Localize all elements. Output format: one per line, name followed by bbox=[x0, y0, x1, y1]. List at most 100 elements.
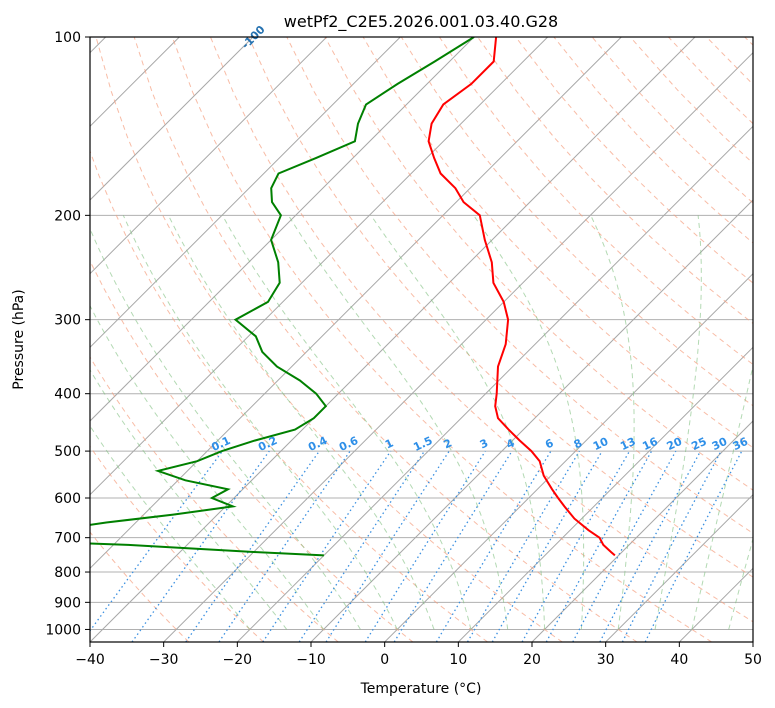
reference-lines bbox=[90, 37, 753, 642]
mixing-ratio-line bbox=[644, 450, 743, 642]
dry-adiabat-line bbox=[286, 37, 753, 534]
dry-adiabat-line bbox=[90, 149, 488, 642]
moist-adiabat-line bbox=[287, 215, 509, 630]
dewpoint-line bbox=[90, 37, 475, 557]
dry-adiabat-line bbox=[90, 356, 339, 642]
dry-adiabat-line bbox=[591, 37, 753, 204]
moist-adiabat-line bbox=[90, 227, 361, 630]
y-tick-label: 500 bbox=[54, 444, 81, 460]
mixing-ratio-label: 16 bbox=[640, 435, 660, 453]
dry-adiabat-line bbox=[553, 37, 753, 244]
mixing-ratio-label: 6 bbox=[543, 436, 556, 451]
moist-adiabat-line bbox=[90, 425, 251, 630]
dry-adiabat-line bbox=[400, 37, 753, 407]
mixing-ratio-line bbox=[298, 450, 425, 642]
dry-adiabat-line bbox=[95, 37, 563, 642]
dry-adiabat-line bbox=[133, 37, 638, 642]
dry-adiabat-line bbox=[477, 37, 753, 325]
dry-adiabat-line bbox=[90, 259, 414, 642]
isotherm-line bbox=[90, 37, 328, 275]
isotherm-line bbox=[605, 493, 753, 642]
isotherm-line bbox=[531, 420, 753, 642]
dry-adiabat-line bbox=[706, 37, 753, 86]
mixing-ratio-line bbox=[599, 450, 702, 642]
dry-adiabat-line bbox=[210, 37, 753, 623]
y-tick-label: 400 bbox=[54, 387, 81, 403]
y-axis-label: Pressure (hPa) bbox=[11, 289, 27, 389]
x-tick-label: −40 bbox=[75, 652, 105, 668]
moist-adiabat-line bbox=[473, 215, 585, 630]
x-tick-label: 10 bbox=[449, 652, 467, 668]
plot-frame bbox=[89, 36, 754, 643]
moist-adiabat-line bbox=[691, 363, 753, 630]
moist-adiabat-line bbox=[728, 537, 753, 630]
dry-adiabat-line bbox=[668, 37, 753, 125]
moist-adiabat-line bbox=[122, 215, 398, 630]
isotherm-line bbox=[90, 37, 696, 642]
isotherm-line bbox=[90, 37, 254, 201]
x-tick-label: −20 bbox=[223, 652, 253, 668]
isotherm-line bbox=[90, 37, 549, 496]
dry-adiabat-line bbox=[171, 37, 712, 642]
x-tick-label: 0 bbox=[380, 652, 389, 668]
isotherm-line bbox=[236, 125, 753, 642]
x-tick-label: −30 bbox=[149, 652, 179, 668]
y-tick-label: 600 bbox=[54, 491, 81, 507]
mixing-ratio-label: 13 bbox=[618, 435, 637, 453]
y-tick-label: 200 bbox=[54, 208, 81, 224]
mixing-ratio-label: 10 bbox=[591, 435, 611, 453]
isotherm-line bbox=[163, 51, 753, 642]
x-tick-label: −10 bbox=[296, 652, 326, 668]
isotherm-line bbox=[457, 346, 753, 642]
mixing-ratio-line bbox=[325, 450, 450, 642]
dry-adiabat-line bbox=[515, 37, 753, 284]
y-tick-label: 1000 bbox=[45, 622, 81, 638]
mixing-ratio-line bbox=[435, 450, 552, 642]
y-tick-label: 900 bbox=[54, 595, 81, 611]
moist-adiabat-line bbox=[167, 215, 435, 630]
dry-adiabat-line bbox=[438, 37, 753, 366]
isotherm-line bbox=[752, 641, 753, 642]
mixing-ratio-line bbox=[545, 450, 653, 642]
mixing-ratio-label: 25 bbox=[689, 435, 708, 453]
moist-adiabat-line bbox=[370, 215, 546, 630]
mixing-ratio-label: 30 bbox=[710, 435, 730, 453]
isotherm-line bbox=[90, 37, 622, 570]
moist-adiabat-line bbox=[90, 304, 325, 630]
axes: −40 −30 −20 −10 0 10 20 30 40 50 100 200 300 400 500 60… bbox=[45, 30, 762, 668]
dry-adiabat-line bbox=[90, 531, 190, 642]
x-tick-label: 40 bbox=[670, 652, 688, 668]
x-axis-label: Temperature (°C) bbox=[360, 681, 482, 697]
y-tick-label: 300 bbox=[54, 313, 81, 329]
mixing-ratio-line bbox=[364, 450, 486, 642]
temperature-line bbox=[427, 37, 616, 557]
y-tick-label: 800 bbox=[54, 565, 81, 581]
moist-adiabat-line bbox=[590, 215, 635, 630]
mixing-ratio-label: 36 bbox=[731, 435, 751, 453]
x-tick-label: 20 bbox=[523, 652, 541, 668]
mixing-ratio-label: 3 bbox=[478, 436, 490, 451]
moist-adiabat-line bbox=[90, 368, 288, 630]
mixing-ratio-line bbox=[466, 450, 580, 642]
mixing-ratio-label: 2 bbox=[442, 436, 454, 451]
isotherm-line bbox=[678, 567, 753, 642]
mixing-ratio-line bbox=[262, 450, 392, 642]
x-tick-label: 30 bbox=[597, 652, 615, 668]
mixing-ratio-line bbox=[572, 450, 677, 642]
y-tick-label: 100 bbox=[54, 30, 81, 46]
isotherm-line bbox=[90, 37, 401, 349]
profile-lines bbox=[90, 37, 616, 557]
isotherm-line bbox=[90, 37, 475, 422]
mixing-ratio-line bbox=[218, 450, 351, 642]
y-tick-label: 700 bbox=[54, 531, 81, 547]
moist-adiabat-line bbox=[221, 215, 472, 630]
dry-adiabat-line bbox=[744, 37, 753, 46]
mixing-ratio-line bbox=[393, 450, 513, 642]
mixing-ratio-label: 20 bbox=[665, 435, 685, 453]
chart-title: wetPf2_C2E5.2026.001.03.40.G28 bbox=[284, 12, 558, 32]
x-tick-label: 50 bbox=[744, 652, 762, 668]
isotherm-line bbox=[384, 272, 753, 642]
dry-adiabat-line bbox=[90, 445, 264, 642]
